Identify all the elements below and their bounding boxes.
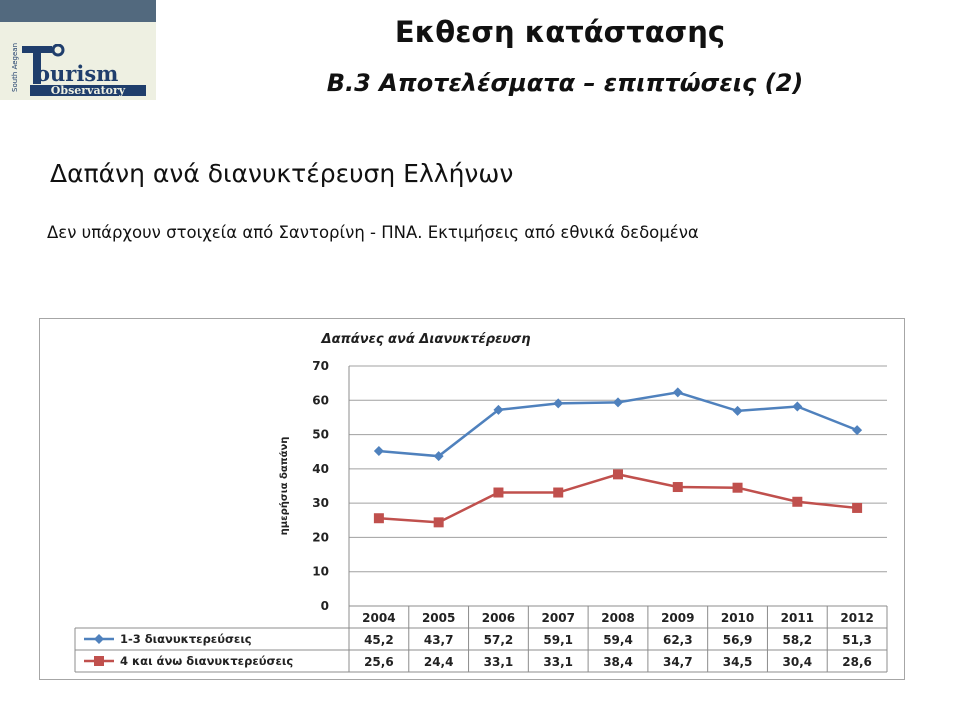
data-table-cell: 58,2 — [783, 633, 813, 647]
data-point — [493, 487, 504, 498]
data-point — [792, 401, 803, 412]
data-table-cell: 34,7 — [663, 655, 693, 669]
section-heading: Δαπάνη ανά διανυκτέρευση Ελλήνων — [50, 159, 514, 188]
data-point — [852, 425, 863, 436]
data-table-cell: 43,7 — [424, 633, 454, 647]
data-table-cell: 62,3 — [663, 633, 693, 647]
data-table-cell: 33,1 — [543, 655, 573, 669]
x-tick-label: 2010 — [721, 611, 754, 625]
x-tick-label: 2009 — [661, 611, 694, 625]
data-table-cell: 24,4 — [424, 655, 454, 669]
data-point — [373, 513, 384, 524]
page-title: Εκθεση κατάστασης — [394, 15, 726, 49]
data-point — [732, 482, 743, 493]
data-point — [493, 404, 504, 415]
logo-banner — [30, 85, 146, 96]
legend-entry: 4 και άνω διανυκτερεύσεις — [120, 654, 293, 668]
data-table-cell: 45,2 — [364, 633, 394, 647]
logo-side-text: South Aegean — [11, 42, 19, 92]
y-tick-label: 30 — [312, 496, 329, 510]
x-tick-label: 2004 — [362, 611, 395, 625]
data-point — [373, 446, 384, 457]
chart-title: Δαπάνες ανά Διανυκτέρευση — [321, 332, 531, 347]
data-point — [852, 502, 863, 513]
y-tick-label: 20 — [312, 530, 329, 544]
header-accent-bar — [0, 0, 156, 22]
data-table-cell: 59,1 — [543, 633, 573, 647]
data-point — [672, 387, 683, 398]
data-table-cell: 56,9 — [723, 633, 753, 647]
data-table-cell: 59,4 — [603, 633, 633, 647]
line-chart: Δαπάνες ανά Διανυκτέρευση ημερήσια δαπάνη… — [74, 332, 888, 673]
logo-magnifier-t-icon — [22, 44, 65, 84]
chart-frame: Δαπάνες ανά Διανυκτέρευση ημερήσια δαπάνη… — [39, 318, 905, 680]
data-point — [553, 487, 564, 498]
x-tick-label: 2006 — [482, 611, 515, 625]
page-subtitle: Β.3 Αποτελέσματα – επιπτώσεις (2) — [326, 69, 804, 97]
data-point — [672, 482, 683, 493]
y-tick-label: 70 — [312, 359, 329, 373]
x-tick-label: 2011 — [781, 611, 814, 625]
data-table-cell: 25,6 — [364, 655, 394, 669]
data-table-cell: 38,4 — [603, 655, 633, 669]
x-tick-label: 2008 — [601, 611, 634, 625]
data-point — [433, 451, 444, 462]
data-point — [553, 398, 564, 409]
data-source-note: Δεν υπάρχουν στοιχεία από Σαντορίνη - ΠΝ… — [47, 223, 699, 242]
y-tick-label: 0 — [321, 599, 329, 613]
x-tick-label: 2007 — [542, 611, 575, 625]
data-point — [732, 405, 743, 416]
y-tick-label: 10 — [312, 565, 329, 579]
legend-key-marker — [94, 634, 104, 644]
data-table-cell: 51,3 — [842, 633, 872, 647]
data-point — [433, 517, 444, 528]
logo-word-ourism: ourism — [36, 61, 119, 86]
data-table-cell: 57,2 — [484, 633, 514, 647]
y-tick-label: 50 — [312, 428, 329, 442]
data-point — [613, 469, 623, 480]
data-table-cell: 33,1 — [484, 655, 514, 669]
logo-word-observatory: Observatory — [50, 84, 126, 97]
x-tick-label: 2012 — [840, 611, 873, 625]
y-tick-label: 40 — [312, 462, 329, 476]
y-tick-label: 60 — [312, 393, 329, 407]
data-point — [613, 397, 623, 408]
data-table-cell: 30,4 — [783, 655, 813, 669]
data-point — [792, 496, 803, 507]
y-axis-label: ημερήσια δαπάνη — [278, 437, 290, 536]
data-table-cell: 34,5 — [723, 655, 753, 669]
legend-key-marker — [94, 656, 104, 666]
legend-entry: 1-3 διανυκτερεύσεις — [120, 632, 252, 646]
x-tick-label: 2005 — [422, 611, 455, 625]
series-line-2 — [378, 473, 858, 524]
data-table-cell: 28,6 — [842, 655, 872, 669]
